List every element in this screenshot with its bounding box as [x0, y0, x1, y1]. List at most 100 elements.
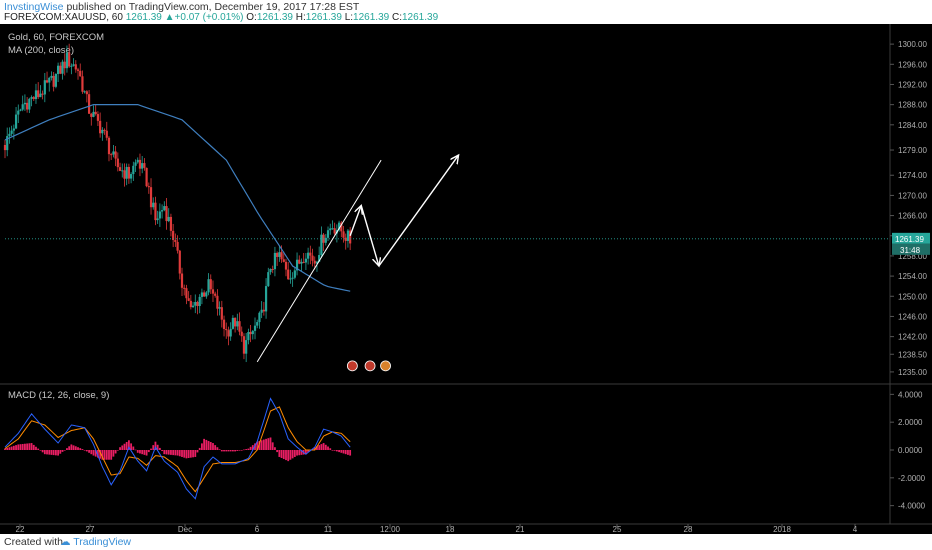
price-tick-label: 1266.00: [898, 212, 927, 221]
candle-body: [271, 268, 274, 270]
macd-histogram-bar: [214, 445, 217, 450]
macd-histogram-bar: [37, 448, 40, 450]
candle-body: [112, 151, 115, 155]
published-text: published on TradingView.com, December 1…: [63, 1, 360, 13]
candle-body: [138, 159, 142, 169]
candle-body: [167, 216, 170, 222]
macd-histogram-bar: [21, 443, 24, 450]
macd-histogram-bar: [134, 449, 137, 451]
projection-arrow: [360, 205, 379, 267]
candle-body: [209, 279, 212, 290]
tradingview-logo[interactable]: ☁ TradingView: [60, 536, 131, 548]
candle-body: [300, 261, 303, 264]
macd-histogram-bar: [347, 450, 349, 455]
macd-histogram-bar: [145, 450, 148, 456]
macd-histogram-bar: [322, 443, 325, 450]
macd-histogram-bar: [77, 447, 79, 450]
candle-body: [41, 93, 44, 95]
candle-body: [249, 332, 252, 335]
time-tick-label: 4: [853, 525, 858, 534]
candle-body: [21, 104, 24, 110]
macd-histogram-bar: [307, 450, 310, 453]
time-tick-label: 22: [16, 525, 25, 534]
price-tick-label: 1250.00: [898, 292, 927, 301]
candle-body: [74, 64, 77, 70]
macd-histogram-bar: [143, 450, 146, 455]
candle-body: [90, 113, 93, 117]
macd-histogram-bar: [139, 450, 141, 454]
candle-body: [253, 325, 257, 331]
candle-body: [79, 70, 82, 77]
macd-histogram-bar: [154, 441, 157, 450]
candle-body: [160, 210, 164, 212]
candle-body: [218, 307, 221, 309]
time-tick-label: 28: [684, 525, 693, 534]
macd-histogram-bar: [63, 450, 66, 451]
macd-histogram-bar: [269, 437, 272, 450]
macd-histogram-bar: [50, 450, 53, 455]
candle-body: [57, 65, 60, 75]
grid: [0, 24, 932, 525]
candle-body: [225, 329, 228, 331]
macd-histogram-bar: [183, 450, 186, 458]
candle-body: [346, 230, 350, 241]
macd-histogram-bar: [92, 450, 95, 456]
candle-body: [280, 252, 283, 260]
macd-histogram-bar: [163, 450, 166, 455]
candle-body: [337, 222, 341, 231]
candle-body: [10, 130, 13, 134]
high-value: 1261.39: [305, 12, 342, 23]
price-chart[interactable]: Gold, 60, FOREXCOM MA (200, close) MACD …: [0, 24, 932, 534]
candle-body: [172, 230, 175, 241]
candle-body: [163, 206, 166, 211]
macd-histogram-bar: [152, 445, 155, 450]
ma-200-line: [4, 104, 351, 292]
candle-body: [37, 90, 40, 98]
macd-histogram-bar: [158, 447, 161, 450]
candle-body: [143, 163, 146, 168]
publish-info: InvstingWise published on TradingView.co…: [4, 1, 359, 13]
candle-body: [48, 77, 51, 83]
macd-histogram-bar: [119, 447, 121, 450]
candle-body: [43, 80, 46, 95]
macd-histogram-bar: [282, 450, 285, 460]
candle-body: [14, 114, 18, 129]
price-tick-label: 1292.00: [898, 80, 927, 89]
chart-header: InvstingWise published on TradingView.co…: [0, 0, 932, 24]
annotations: [256, 155, 458, 363]
candle-body: [298, 259, 301, 264]
macd-histogram-bar: [320, 444, 323, 450]
macd-histogram-bar: [108, 450, 110, 460]
macd-histogram-bar: [274, 447, 276, 450]
candle-body: [240, 331, 243, 337]
macd-histogram-bar: [32, 444, 35, 450]
cloud-icon: ☁: [60, 536, 71, 548]
macd-histogram-bar: [112, 450, 115, 457]
macd-histogram-bar: [265, 438, 267, 450]
candle-body: [59, 65, 62, 74]
macd-histogram-bar: [105, 450, 108, 460]
macd-histogram-bar: [125, 442, 128, 450]
macd-histogram-bar: [167, 450, 170, 455]
macd-histogram-bar: [329, 448, 332, 450]
macd-histogram-bar: [176, 450, 179, 456]
candle-body: [340, 222, 343, 232]
trendline: [256, 159, 382, 363]
author-link[interactable]: InvstingWise: [4, 1, 64, 13]
candle-body: [287, 269, 290, 280]
candle-body: [72, 64, 75, 66]
macd-histogram-bar: [10, 446, 13, 450]
macd-histogram-bar: [349, 450, 352, 456]
candle-body: [349, 230, 352, 244]
macd-histogram-bar: [156, 444, 159, 450]
low-value: 1261.39: [353, 12, 390, 23]
tradingview-brand: TradingView: [73, 536, 132, 548]
candle-body: [174, 240, 177, 242]
macd-histogram-bar: [313, 447, 316, 450]
candle-body: [165, 206, 168, 222]
macd-histogram-bar: [287, 450, 290, 462]
candle-body: [234, 317, 237, 327]
current-price-badge: [892, 232, 930, 244]
candle-body: [34, 90, 38, 100]
candle-body: [194, 301, 197, 306]
